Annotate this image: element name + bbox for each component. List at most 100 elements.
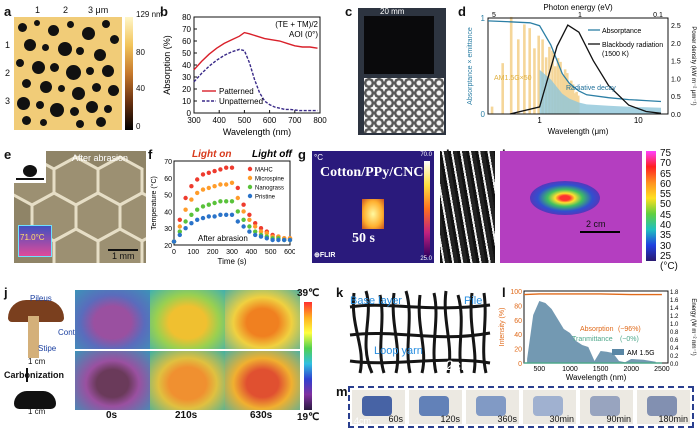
d-top-title: Photon energy (eV) [543, 3, 613, 12]
f-point-2-7 [212, 200, 217, 206]
l-y2tick-label-6: 1.2 [670, 314, 679, 320]
j-thermal-sequence [75, 290, 300, 410]
f-point-3-12 [241, 224, 246, 229]
f-point-3-20 [287, 237, 293, 243]
c-scale-label: 20 mm [380, 7, 405, 16]
f-point-2-9 [224, 199, 229, 204]
j-pileus: Pileus [30, 294, 52, 303]
k-fabric-photo: Base layer Pile Loop yarn 2cm [346, 287, 492, 379]
k-pile: Pile [464, 295, 483, 307]
d-y2label: Power density (kW m⁻² μm⁻¹) [690, 26, 696, 105]
d-am15-bar-5 [528, 28, 532, 115]
l-xtick-label-3: 2000 [623, 366, 639, 373]
i-cbar-ticks: 75 70 65 60 55 50 45 40 35 30 25 [660, 148, 672, 262]
f-point-2-10 [229, 199, 235, 204]
j-time-630: 630s [250, 410, 273, 421]
f-point-3-10 [229, 212, 235, 217]
b-legend-unpatterned: Unpatterned [219, 97, 263, 106]
g-thermal-image: °C Cotton/PPy/CNC 50 s ⊕FLIR 70.0 25.0 [312, 151, 434, 263]
l-y2tick-label-4: 0.8 [670, 330, 679, 336]
d-plot-frame [487, 17, 669, 115]
f-point-0-10 [229, 165, 235, 170]
f-point-0-8 [218, 167, 223, 172]
d-am15-bar-13 [556, 58, 560, 114]
b-series-patterned [193, 31, 318, 71]
f-legend-marker-3 [247, 193, 253, 199]
f-point-3-15 [258, 234, 264, 239]
j-time-0: 0s [106, 410, 118, 421]
d-am15-bar-1 [501, 63, 504, 114]
f-point-0-14 [253, 221, 258, 226]
g-time: 50 s [352, 231, 375, 246]
f-legend-marker-0 [247, 166, 253, 172]
f-point-0-9 [224, 165, 229, 170]
b-xtick-label-4: 700 [288, 116, 302, 125]
i-cbar-tick-10: 25 [660, 250, 672, 262]
j-time-210: 210s [175, 410, 198, 421]
f-point-3-0 [171, 239, 177, 244]
d-am15-bar-19 [569, 80, 573, 114]
f-point-2-12 [241, 217, 246, 222]
g-colorbar [424, 161, 430, 257]
i-cbar-tick-4: 55 [660, 189, 672, 201]
e-thermal-inset [18, 225, 52, 257]
f-point-1-2 [183, 207, 188, 212]
a-cbar-0: 0 [136, 122, 141, 131]
f-ytick-label-0: 20 [164, 243, 172, 250]
a-left-tick-2: 2 [5, 68, 11, 78]
f-legend-1: Microspine [255, 177, 285, 183]
d-xlabel: Wavelength (μm) [548, 127, 609, 136]
l-ylabel: Intensity (%) [499, 308, 506, 347]
m-sample-0 [362, 396, 392, 416]
b-ytick-label-7: 70 [182, 25, 191, 34]
f-light-on: Light on [192, 149, 231, 160]
panel-label-m: m [336, 384, 348, 399]
f-point-3-7 [212, 214, 217, 219]
d-legend-1: Blackbody radiation [602, 42, 663, 49]
m-time-2: 360s [497, 414, 517, 424]
f-point-1-7 [212, 184, 217, 189]
a-cbar-80: 80 [136, 48, 145, 57]
f-point-0-11 [235, 185, 240, 191]
f-point-1-14 [253, 224, 258, 229]
f-legend-2: Nanograss [255, 186, 284, 192]
b-series-unpatterned [193, 48, 318, 112]
m-frame-0: 60s [352, 390, 405, 424]
panel-label-c: c [345, 4, 353, 19]
f-point-3-4 [195, 217, 200, 222]
b-ytick-label-4: 40 [182, 61, 191, 70]
f-point-1-5 [200, 187, 206, 192]
b-ytick-label-2: 20 [182, 85, 191, 94]
a-cbar-40: 40 [136, 84, 145, 93]
f-point-3-17 [270, 237, 275, 243]
panel-label-d: d [458, 4, 466, 19]
j-colorbar [304, 302, 312, 410]
d-xtick-label-1: 10 [634, 116, 643, 125]
l-ytick-label-0: 0 [518, 361, 522, 368]
d-top-tick-2: 0.1 [653, 12, 663, 19]
k-base-layer: Base layer [350, 295, 402, 307]
i-cbar-unit: (°C) [660, 261, 678, 272]
e-contact-angle-inset [14, 151, 46, 183]
h-sem-image [440, 151, 495, 263]
b-legend-patterned: Patterned [219, 87, 254, 96]
m-frame-5: 180min [637, 390, 690, 424]
b-ylabel: Absorption (%) [162, 35, 172, 95]
a-top-tick-1: 1 [35, 5, 41, 15]
j-stipe: Stipe [38, 344, 57, 353]
l-y2tick-label-3: 0.6 [670, 338, 679, 344]
d-annot-decay: Radiative decay [566, 85, 616, 92]
chart-l-spectrum: 500 1000 1500 2000 2500 0 20 40 60 80 100 0.0 0.2 0.4… [499, 289, 696, 382]
e-angle: 151° [24, 151, 43, 160]
a-colorbar [125, 17, 133, 130]
g-title: Cotton/PPy/CNC [320, 165, 424, 180]
d-ytick-label-0: 0 [481, 110, 486, 119]
f-xtick-label-2: 200 [207, 249, 219, 256]
f-point-1-4 [195, 190, 200, 196]
f-xtick-label-1: 100 [187, 249, 199, 256]
panel-label-g: g [298, 147, 306, 162]
m-time-5: 180min [658, 414, 688, 424]
f-point-3-19 [282, 237, 287, 243]
j-scale1: 1 cm [28, 357, 46, 366]
b-ytick-label-6: 60 [182, 37, 191, 46]
